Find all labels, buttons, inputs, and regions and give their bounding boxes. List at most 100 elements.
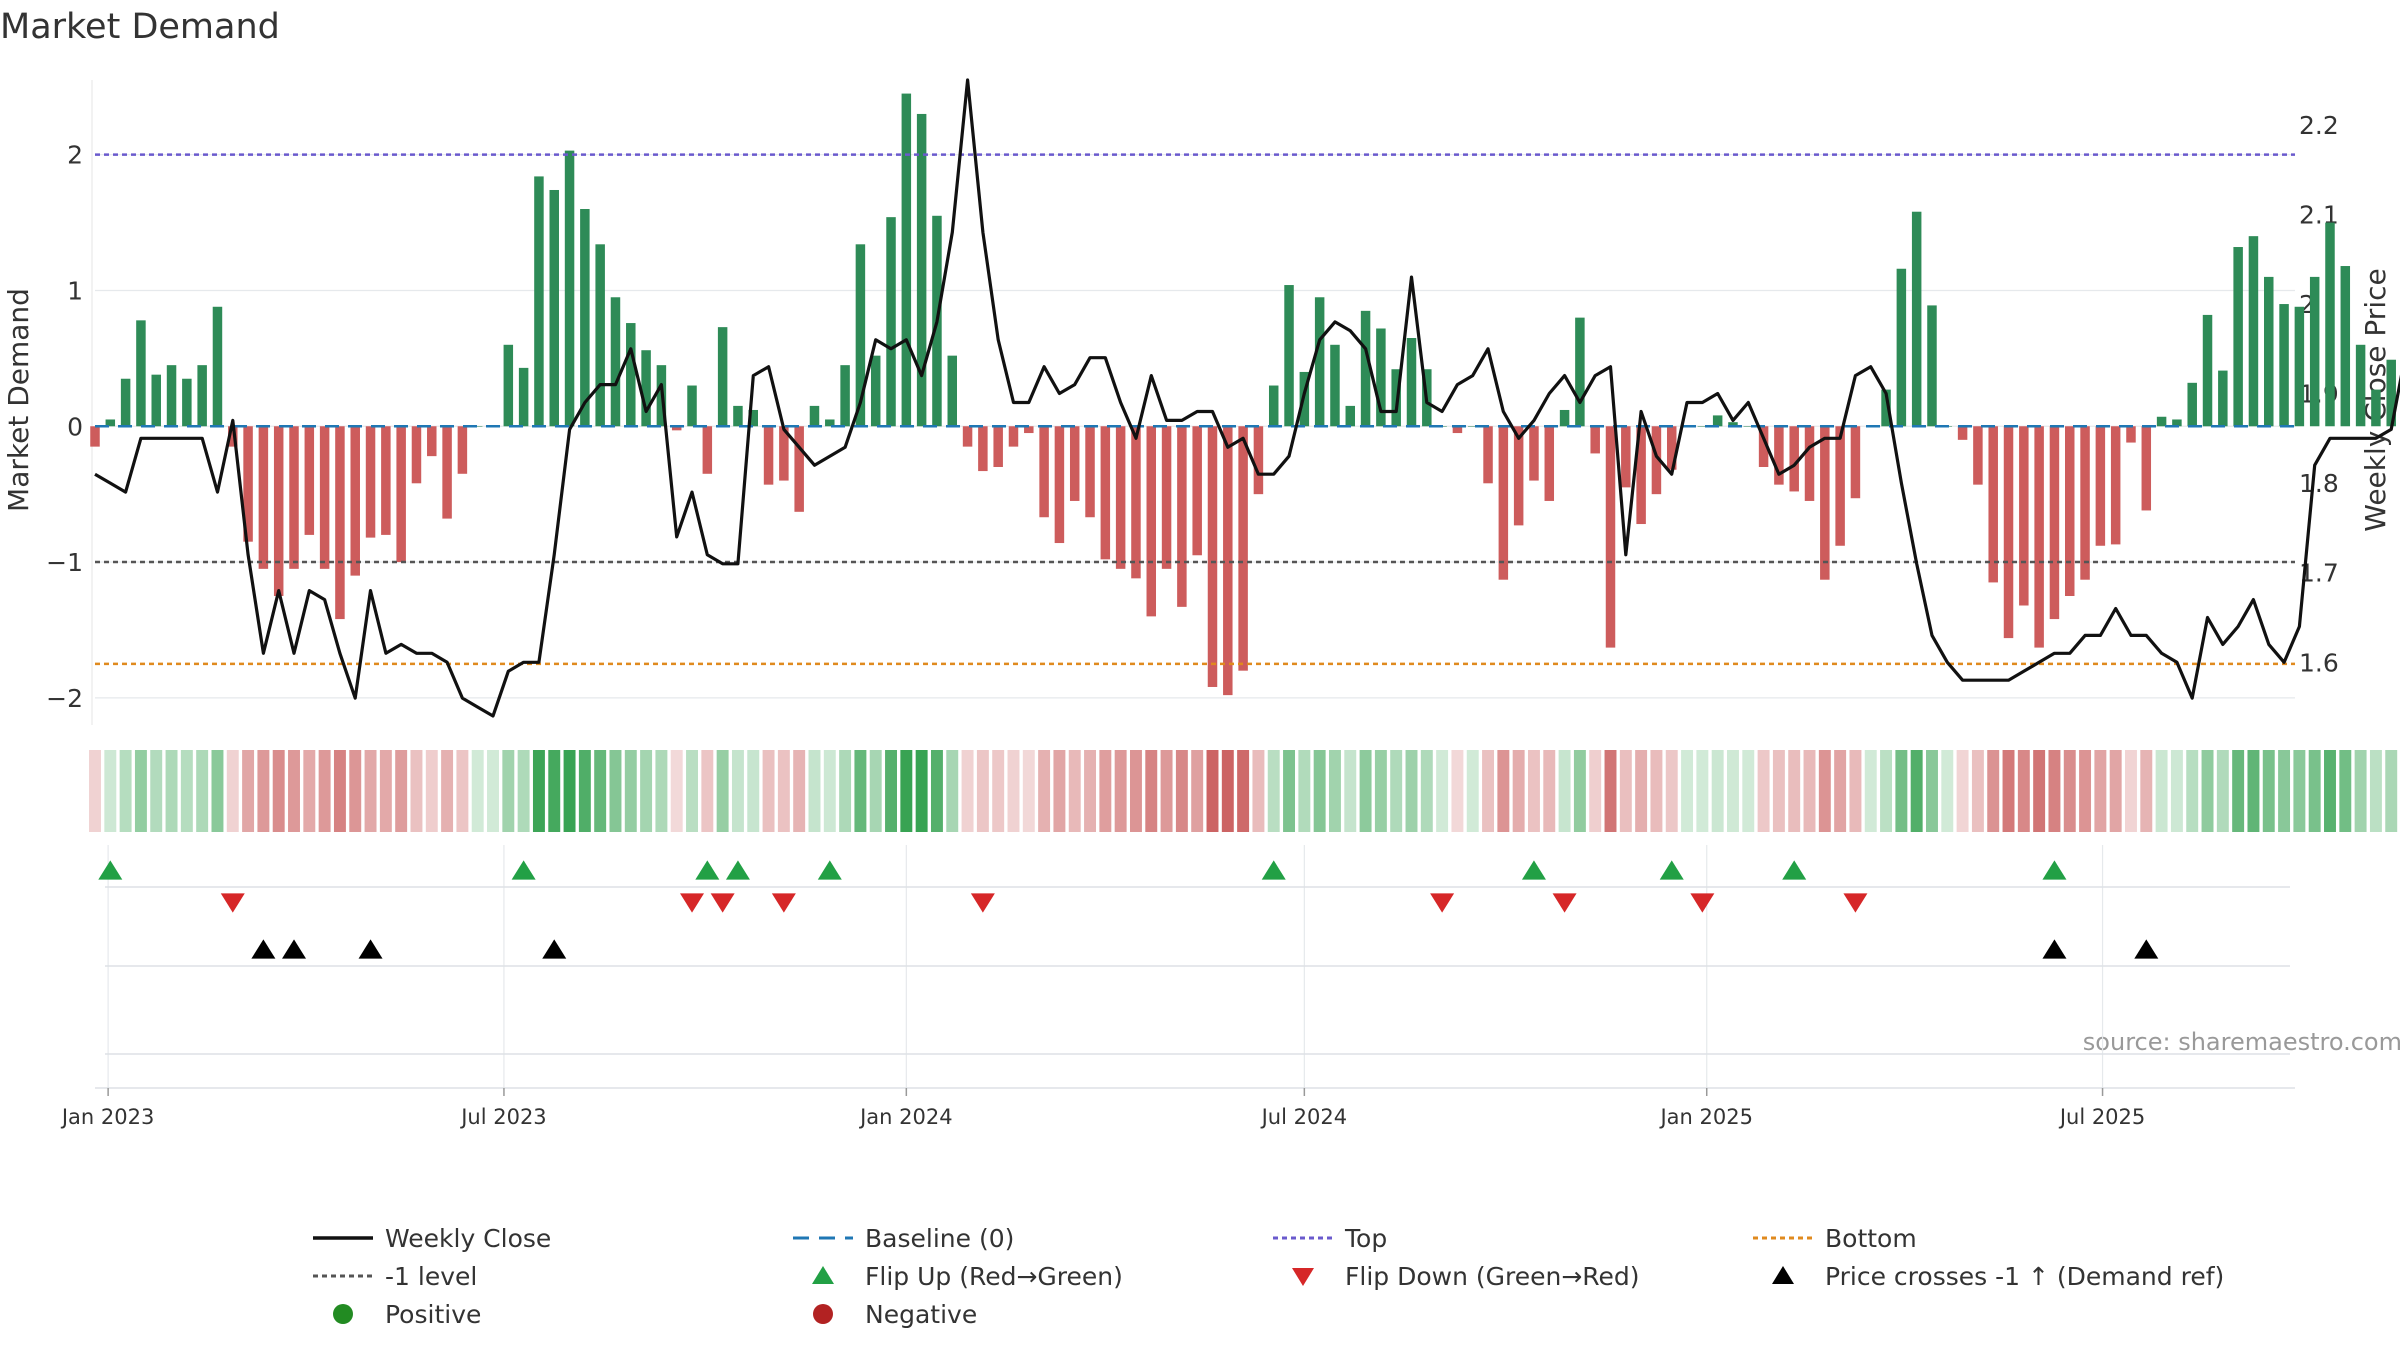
heat-strip-cell — [1512, 750, 1525, 832]
heat-strip-cell — [563, 750, 576, 832]
demand-bar — [1774, 426, 1784, 485]
heat-strip-cell — [1696, 750, 1709, 832]
flip-up-marker — [1521, 860, 1546, 880]
demand-bar — [1621, 426, 1631, 488]
heat-strip-cell — [471, 750, 484, 832]
demand-bar — [2187, 382, 2197, 427]
demand-bar — [2355, 344, 2366, 427]
legend-swatch-triangle-down — [1292, 1268, 1314, 1286]
heat-strip-cell — [686, 750, 698, 832]
heat-strip-cell — [808, 750, 821, 832]
heat-strip-cell — [425, 750, 438, 832]
demand-bar — [396, 426, 406, 563]
heat-strip-cell — [747, 750, 760, 832]
x-tick-label: Jan 2024 — [858, 1105, 953, 1129]
demand-bar — [947, 355, 958, 427]
demand-bar — [472, 426, 483, 427]
heat-strip-cell — [885, 750, 897, 832]
demand-bar — [2233, 247, 2243, 427]
heat-strip-cell — [1497, 750, 1510, 832]
demand-bar — [2065, 426, 2075, 596]
demand-bar — [2371, 389, 2381, 427]
heat-strip-cell — [1711, 750, 1724, 832]
heat-strip-cell — [1864, 750, 1877, 832]
heat-strip-cell — [1237, 750, 1250, 832]
demand-bar — [90, 426, 100, 447]
heat-strip-cell — [1619, 750, 1632, 832]
heat-strip-cell — [1849, 750, 1862, 832]
heat-strip-cell — [578, 750, 591, 832]
heat-strip-cell — [1068, 750, 1081, 832]
demand-bar — [2218, 370, 2228, 427]
heat-strip-cell — [716, 750, 729, 832]
heat-strip-cell — [303, 750, 316, 832]
demand-bar — [2019, 426, 2029, 606]
y-tick-label: 2 — [67, 141, 83, 170]
heat-strip-cell — [119, 750, 132, 832]
heat-strip-cell — [1099, 750, 1112, 832]
demand-bar — [2034, 426, 2044, 648]
heat-strip-cell — [456, 750, 469, 832]
legend-swatch-triangle-up — [812, 1266, 834, 1284]
legend: Weekly Close Baseline (0) Top Bottom -1 leve… — [313, 1224, 2224, 1329]
demand-bar — [962, 426, 973, 447]
demand-bar — [1483, 426, 1493, 484]
demand-bar — [1896, 268, 1907, 427]
demand-bar — [1360, 310, 1371, 427]
chart-title: Market Demand — [0, 7, 280, 47]
heat-strip-cell — [1757, 750, 1770, 832]
heat-strip-cell — [242, 750, 255, 832]
flip-down-marker — [970, 893, 995, 913]
legend-swatch-circle — [813, 1304, 833, 1324]
heat-strip-cell — [839, 750, 852, 832]
heat-strip-cell — [2369, 750, 2382, 832]
heat-strip-cell — [2339, 750, 2352, 832]
heat-strip-cell — [1114, 750, 1127, 832]
demand-bar — [2095, 426, 2106, 546]
heat-strip-cell — [1527, 750, 1540, 832]
x-tick-label: Jan 2023 — [60, 1105, 155, 1129]
demand-bar — [1988, 426, 1998, 583]
heat-strip-cell — [196, 750, 209, 832]
heat-strip-cell — [594, 750, 607, 832]
demand-bar — [993, 426, 1003, 467]
demand-bar — [809, 405, 820, 427]
demand-bar — [182, 378, 192, 427]
heat-strip-cell — [1926, 750, 1938, 832]
heat-strip-cell — [1956, 750, 1969, 832]
demand-bar — [212, 306, 223, 427]
heat-strip-cell — [1482, 750, 1495, 832]
demand-bar — [702, 426, 713, 474]
heat-strip-cell — [930, 750, 943, 832]
heat-strip-cell — [1145, 750, 1158, 832]
demand-bar — [442, 426, 452, 519]
demand-bar — [1054, 426, 1065, 544]
legend-swatch-circle — [333, 1304, 353, 1324]
demand-bar — [1039, 426, 1049, 518]
heat-strip-cell — [2324, 750, 2336, 832]
demand-bar — [2325, 222, 2335, 427]
demand-bar — [289, 426, 299, 569]
demand-bar — [610, 297, 621, 427]
demand-bar — [2141, 426, 2152, 511]
demand-bar — [779, 426, 789, 481]
price-cross-marker — [358, 939, 383, 959]
demand-bar — [1850, 426, 1861, 499]
y-tick-label: −2 — [46, 684, 83, 713]
heat-strip-cell — [2293, 750, 2306, 832]
heat-strip-cell — [1267, 750, 1280, 832]
legend-label: Weekly Close — [385, 1224, 551, 1253]
flip-down-marker — [1430, 893, 1455, 913]
heat-strip-cell — [2385, 750, 2398, 832]
heat-strip-cell — [2033, 750, 2046, 832]
heat-strip-cell — [1313, 750, 1326, 832]
legend-label: Bottom — [1825, 1224, 1917, 1253]
demand-bar — [120, 378, 131, 427]
heat-strip-cell — [180, 750, 193, 832]
demand-bar — [564, 150, 575, 427]
demand-bar — [1544, 426, 1555, 501]
heat-strip-cell — [1543, 750, 1556, 832]
demand-bar — [1115, 426, 1126, 569]
demand-bar — [840, 365, 850, 427]
heat-strip-cell — [1359, 750, 1372, 832]
